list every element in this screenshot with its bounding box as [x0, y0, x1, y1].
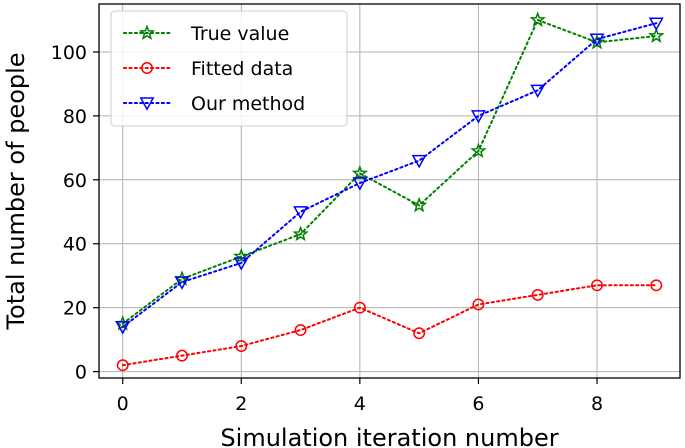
data-point [233, 247, 250, 264]
x-tick-label: 0 [117, 393, 129, 415]
data-point [176, 349, 188, 362]
data-point [648, 17, 664, 31]
data-point [353, 301, 366, 314]
data-point [472, 298, 485, 311]
legend-entry: Fitted data [123, 58, 293, 80]
data-point [294, 324, 307, 337]
data-point [413, 327, 426, 340]
y-tick-label: 100 [51, 42, 87, 64]
data-point [174, 276, 190, 290]
series-2 [115, 17, 664, 335]
legend-marker [138, 24, 156, 40]
series-line [121, 284, 658, 367]
legend: True value Fitted data Our method [110, 10, 348, 127]
data-point [470, 142, 487, 159]
y-tick-label: 80 [63, 106, 87, 128]
data-point [529, 11, 546, 27]
y-axis-title: Total number of people [2, 52, 30, 330]
data-point [115, 321, 131, 335]
x-axis-title: Simulation iteration number [220, 424, 558, 448]
data-point [591, 279, 603, 292]
data-point [233, 257, 249, 271]
data-point [235, 340, 248, 352]
x-tick-label: 2 [235, 393, 247, 415]
series-layer [114, 11, 665, 372]
x-tick-label: 4 [354, 393, 366, 415]
data-point [410, 196, 428, 213]
data-point [293, 206, 309, 220]
legend-box [110, 10, 348, 127]
data-point [530, 84, 546, 99]
series-line [121, 18, 658, 325]
data-point [351, 164, 369, 181]
legend-entry: True value [123, 23, 289, 45]
y-tick-label: 60 [63, 170, 87, 192]
data-point [411, 154, 427, 169]
data-point [116, 359, 129, 372]
plot-frame [98, 3, 681, 379]
data-point [470, 110, 486, 124]
y-tick-label: 40 [63, 234, 87, 256]
data-point [173, 270, 191, 286]
series-line [121, 22, 658, 328]
legend-marker [141, 62, 153, 74]
data-point [352, 177, 368, 191]
y-tick-label: 20 [63, 298, 87, 320]
data-point [292, 225, 309, 242]
x-tick-label: 6 [472, 393, 484, 415]
legend-entry: Our method [123, 93, 305, 115]
legend-marker [139, 97, 155, 111]
legend-label: True value [190, 23, 289, 45]
legend-label: Our method [191, 93, 305, 115]
data-point [648, 27, 665, 43]
x-tick-label: 8 [591, 393, 603, 415]
series-1 [116, 279, 663, 372]
data-point [531, 288, 544, 301]
data-point [650, 279, 663, 292]
legend-label: Fitted data [191, 58, 293, 80]
data-point [589, 33, 605, 47]
y-tick-label: 0 [75, 362, 87, 384]
